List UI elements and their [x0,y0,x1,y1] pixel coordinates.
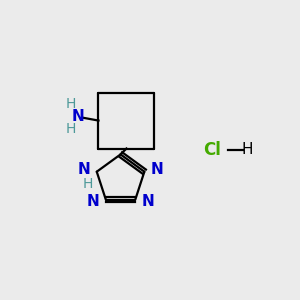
Text: Cl: Cl [203,141,221,159]
Text: N: N [142,194,154,209]
Text: H: H [65,122,76,136]
Text: N: N [71,109,84,124]
Text: N: N [77,162,90,177]
Text: H: H [242,142,253,158]
Text: N: N [151,162,164,177]
Text: H: H [83,177,93,191]
Text: N: N [87,194,99,209]
Text: H: H [65,98,76,111]
